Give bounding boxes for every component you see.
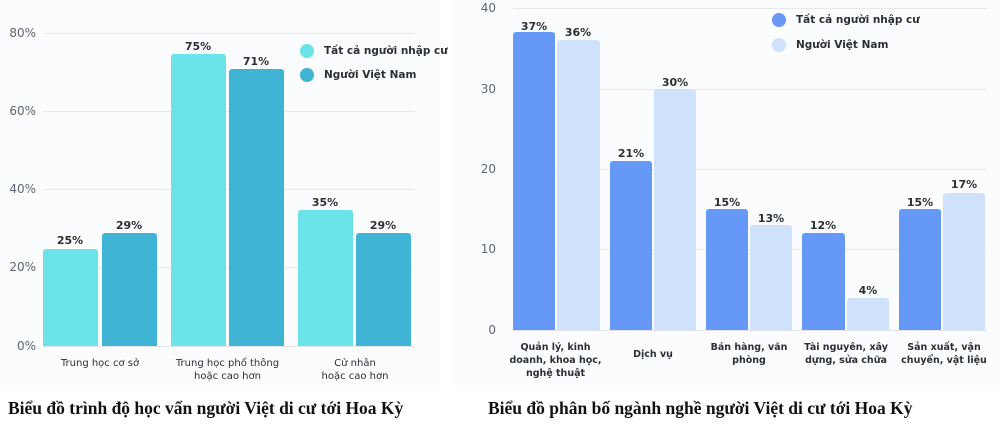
category-label: Trung học cơ sở — [60, 358, 140, 369]
legend-all-immigrants: Tất cả người nhập cư — [772, 13, 920, 27]
value-label: 35% — [311, 196, 339, 209]
y-tick: 30 — [480, 82, 496, 96]
category-label: Sản xuất, vận chuyển, vật liệu — [892, 341, 996, 367]
category-label: Tài nguyên, xây dựng, sửa chữa — [794, 341, 898, 367]
value-label: 75% — [184, 40, 212, 53]
bar-all-immigrants-lower-secondary — [43, 248, 98, 346]
legend-label: Người Việt Nam — [796, 39, 889, 51]
bar-all-immigrants-production — [899, 209, 941, 330]
bar-all-immigrants-service — [610, 161, 652, 330]
value-label: 15% — [906, 196, 934, 209]
value-label: 17% — [950, 178, 978, 191]
y-tick: 0% — [16, 339, 36, 353]
gridline-30 — [513, 89, 987, 90]
category-label-line: Trung học phổ thông — [175, 358, 280, 369]
bar-all-immigrants-upper-secondary — [171, 53, 226, 346]
bar-vietnamese-service — [654, 88, 696, 330]
y-tick: 0 — [488, 323, 496, 337]
category-label-line: Tài nguyên, xây — [804, 342, 888, 353]
bar-vietnamese-construction — [847, 298, 889, 330]
category-label: Trung học phổ thông hoặc cao hơn — [160, 357, 295, 383]
legend-label: Tất cả người nhập cư — [796, 14, 920, 26]
value-label: 30% — [661, 76, 689, 89]
bar-vietnamese-bachelor — [356, 233, 411, 346]
bar-vietnamese-management — [557, 40, 600, 330]
baseline — [43, 346, 415, 347]
bar-all-immigrants-management — [513, 32, 555, 330]
bar-vietnamese-upper-secondary — [229, 69, 284, 346]
value-label: 4% — [858, 284, 878, 297]
gridline-20 — [513, 169, 987, 170]
bar-vietnamese-lower-secondary — [102, 233, 157, 346]
category-label-line: Cử nhân — [334, 358, 376, 369]
gridline-40 — [513, 8, 987, 9]
value-label: 13% — [757, 212, 785, 225]
category-label-line: chuyển, vật liệu — [901, 355, 987, 366]
legend-swatch-icon — [772, 13, 786, 27]
category-label-line: nghệ thuật — [525, 368, 586, 379]
category-label: Dịch vụ — [633, 349, 673, 360]
value-label: 29% — [115, 219, 143, 232]
category-label-line: doanh, khoa học, — [509, 355, 602, 366]
legend-vietnamese: Người Việt Nam — [300, 68, 416, 82]
legend-swatch-icon — [772, 38, 786, 52]
bar-all-immigrants-construction — [802, 233, 845, 330]
value-label: 71% — [242, 55, 270, 68]
bar-all-immigrants-sales — [706, 209, 748, 330]
category-label: Quản lý, kinh doanh, khoa học, nghệ thuậ… — [503, 341, 608, 380]
legend-label: Người Việt Nam — [324, 69, 417, 81]
category-label-line: hoặc cao hơn — [194, 371, 261, 382]
legend-label: Tất cả người nhập cư — [324, 45, 448, 57]
gridline-80 — [43, 33, 415, 34]
category-label-line: Bán hàng, văn — [710, 342, 788, 353]
category-label-line: dựng, sửa chữa — [805, 355, 887, 366]
value-label: 25% — [56, 234, 84, 247]
value-label: 15% — [713, 196, 741, 209]
bar-vietnamese-production — [943, 193, 985, 330]
legend-swatch-icon — [300, 44, 314, 58]
category-label: Cử nhân hoặc cao hơn — [295, 357, 415, 383]
occupation-chart-caption: Biểu đồ phân bố ngành nghề người Việt di… — [488, 398, 913, 418]
value-label: 21% — [617, 147, 645, 160]
legend-all-immigrants: Tất cả người nhập cư — [300, 44, 448, 58]
y-tick: 60% — [9, 104, 36, 118]
y-tick: 20% — [9, 260, 36, 274]
bar-vietnamese-sales — [750, 225, 792, 330]
y-tick: 40 — [480, 1, 496, 15]
legend-swatch-icon — [300, 68, 314, 82]
value-label: 37% — [520, 20, 548, 33]
bar-all-immigrants-bachelor — [298, 209, 353, 346]
y-tick: 10 — [480, 242, 496, 256]
category-label: Bán hàng, văn phòng — [700, 341, 798, 367]
education-chart-caption: Biểu đồ trình độ học vấn người Việt di c… — [8, 398, 404, 418]
baseline — [513, 330, 987, 331]
category-label-line: Quản lý, kinh — [520, 342, 591, 353]
value-label: 29% — [369, 219, 397, 232]
value-label: 12% — [809, 219, 837, 232]
category-label-line: Sản xuất, vận — [907, 342, 981, 353]
y-tick: 20 — [480, 162, 496, 176]
y-tick: 80% — [9, 26, 36, 40]
y-tick: 40% — [9, 182, 36, 196]
legend-vietnamese: Người Việt Nam — [772, 38, 888, 52]
category-label-line: hoặc cao hơn — [321, 371, 389, 382]
category-label-line: phòng — [732, 355, 766, 366]
value-label: 36% — [564, 26, 592, 39]
